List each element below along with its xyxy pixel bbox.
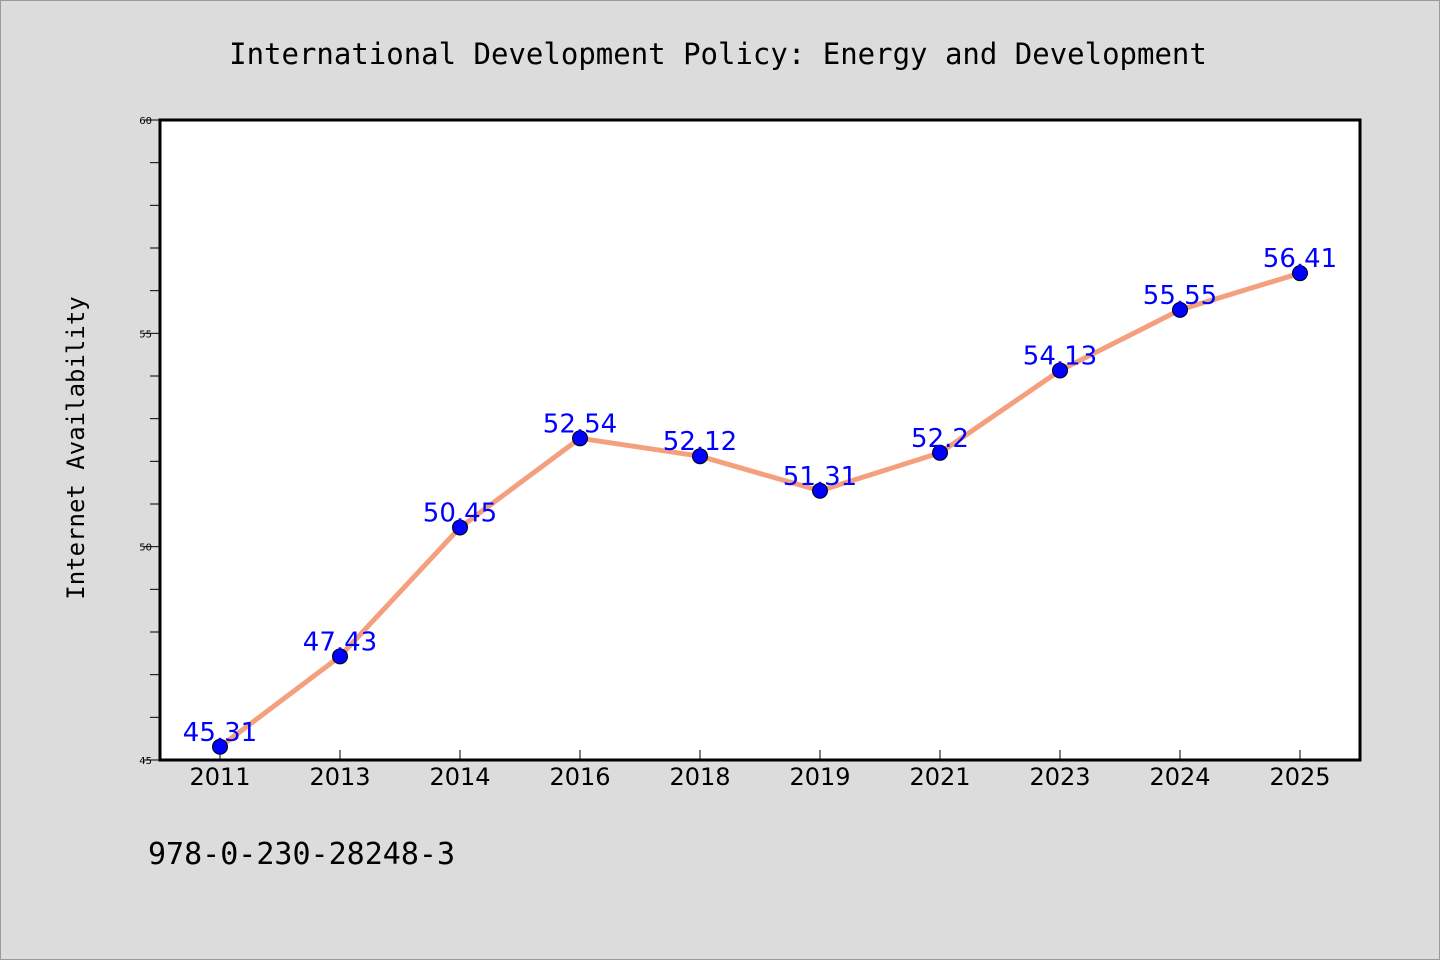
- y-axis: 45 50 55 60: [139, 116, 160, 767]
- x-tick-label: 2023: [1029, 763, 1090, 791]
- data-point: [1172, 301, 1188, 318]
- y-tick-label: 55: [139, 329, 152, 340]
- data-point: [932, 444, 948, 461]
- x-tick-label: 2025: [1269, 763, 1330, 791]
- x-tick-label: 2013: [309, 763, 370, 791]
- data-markers: [212, 265, 1308, 755]
- y-axis-label: Internet Availability: [62, 296, 90, 599]
- data-point: [332, 648, 348, 665]
- plot-area: [158, 118, 1362, 762]
- data-point: [572, 430, 588, 447]
- data-label: 45.31: [183, 718, 257, 748]
- x-tick-label: 2018: [669, 763, 730, 791]
- data-label: 52.2: [911, 424, 969, 454]
- data-point: [212, 738, 228, 755]
- data-label: 51.31: [783, 462, 857, 492]
- data-point: [692, 448, 708, 465]
- data-point: [452, 519, 468, 536]
- isbn-text: 978-0-230-28248-3: [148, 837, 455, 872]
- data-point: [1052, 362, 1068, 379]
- x-tick-label: 2021: [909, 763, 970, 791]
- y-tick-label: 45: [139, 756, 152, 767]
- data-label: 56.41: [1263, 244, 1337, 274]
- data-point: [1292, 265, 1308, 282]
- series-line: [217, 270, 1303, 750]
- data-point: [812, 482, 828, 499]
- data-label: 55.55: [1143, 281, 1217, 311]
- y-tick-label: 60: [139, 116, 152, 127]
- x-tick-label: 2024: [1149, 763, 1210, 791]
- x-tick-label: 2014: [429, 763, 490, 791]
- y-tick-label: 50: [139, 543, 152, 554]
- data-labels: 45.31 47.43 50.45 52.54 52.12 51.31 52.2 54.13 5…: [183, 244, 1337, 748]
- data-label: 52.54: [543, 409, 617, 439]
- data-label: 47.43: [303, 627, 377, 657]
- data-label: 52.12: [663, 427, 737, 457]
- x-tick-label: 2011: [189, 763, 250, 791]
- x-tick-label: 2019: [789, 763, 850, 791]
- chart-title: International Development Policy: Energy…: [229, 37, 1207, 71]
- data-label: 50.45: [423, 498, 497, 528]
- x-tick-label: 2016: [549, 763, 610, 791]
- data-label: 54.13: [1023, 341, 1097, 371]
- x-axis: 2011 2013 2014 2016 2018 2019 2021 2023 2024 2025: [189, 750, 1331, 791]
